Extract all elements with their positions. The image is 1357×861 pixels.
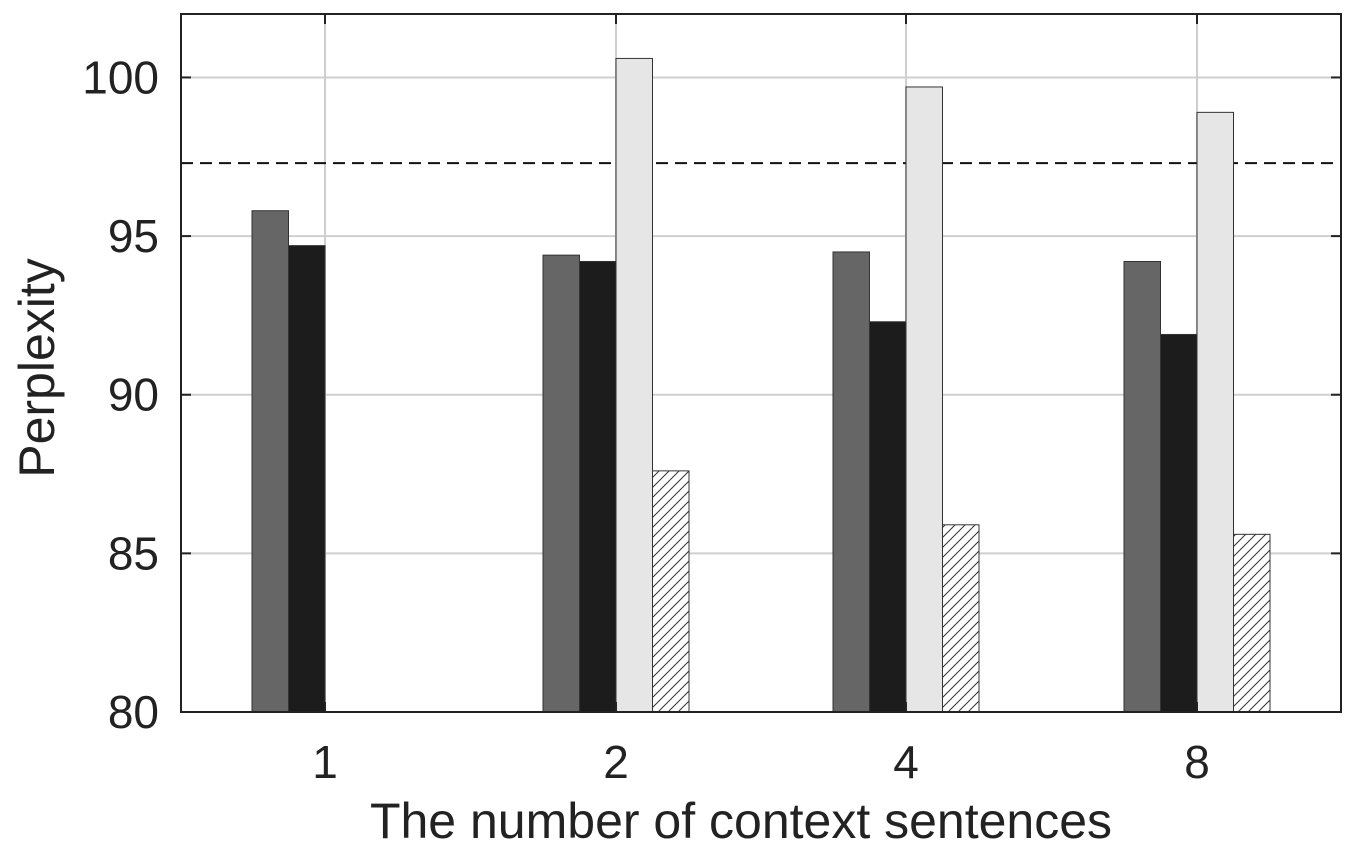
plot-frame [180,13,1342,713]
bar [905,86,943,713]
y-axis-label: Perplexity [9,258,65,478]
bar [251,210,289,713]
y-tick-label: 80 [108,686,159,738]
x-tick-label: 2 [603,736,629,788]
bar [1123,260,1161,713]
bar [1233,533,1271,713]
bar [579,260,617,713]
bars [251,57,1271,713]
bar [1160,333,1198,713]
bar [615,57,653,713]
bar [652,470,690,713]
bar [288,245,326,713]
bar [942,524,980,713]
x-tick-label: 4 [893,736,919,788]
bar [869,321,907,713]
y-tick-label: 85 [108,527,159,579]
x-tick-label: 1 [312,736,338,788]
y-tick-label: 90 [108,369,159,421]
axis-ticks: 80 85 90 95 100 1 2 4 8 [82,14,1341,788]
bar [1196,111,1234,713]
bar [832,251,870,713]
y-tick-label: 100 [82,51,159,103]
x-axis-label: The number of context sentences [370,793,1112,849]
x-tick-label: 8 [1184,736,1210,788]
bar [542,254,580,713]
y-tick-label: 95 [108,210,159,262]
